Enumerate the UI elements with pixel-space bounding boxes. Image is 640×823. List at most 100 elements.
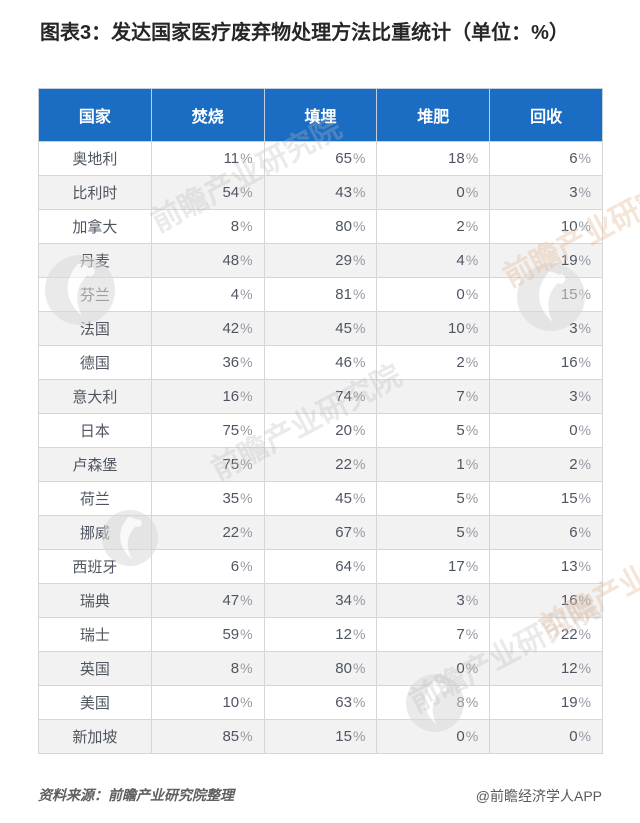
value-cell: 6% (150, 549, 265, 584)
value-cell: 5% (376, 515, 491, 550)
table-row: 英国 8% 80% 0% 12% (38, 651, 603, 686)
table-row: 法国 42% 45% 10% 3% (38, 311, 603, 346)
value-cell: 64% (263, 549, 378, 584)
country-cell: 英国 (38, 651, 152, 686)
value-cell: 3% (489, 311, 603, 346)
value-cell: 22% (150, 515, 265, 550)
value-cell: 10% (376, 311, 491, 346)
table-row: 荷兰 35% 45% 5% 15% (38, 481, 603, 516)
value-cell: 8% (150, 651, 265, 686)
waste-disposal-table: 国家 焚烧 填埋 堆肥 回收 奥地利 11% 65% 18% 6% 比利时 54% 43% 0%… (38, 88, 603, 754)
table-row: 西班牙 6% 64% 17% 13% (38, 549, 603, 584)
value-cell: 0% (489, 413, 603, 448)
value-cell: 22% (263, 447, 378, 482)
table-header: 国家 焚烧 填埋 堆肥 回收 (38, 88, 603, 142)
table-row: 芬兰 4% 81% 0% 15% (38, 277, 603, 312)
value-cell: 15% (489, 481, 603, 516)
value-cell: 80% (263, 209, 378, 244)
value-cell: 42% (150, 311, 265, 346)
header-landfill: 填埋 (263, 88, 378, 142)
value-cell: 85% (150, 719, 265, 754)
table-row: 新加坡 85% 15% 0% 0% (38, 719, 603, 754)
country-cell: 意大利 (38, 379, 152, 414)
value-cell: 15% (489, 277, 603, 312)
country-cell: 日本 (38, 413, 152, 448)
value-cell: 12% (263, 617, 378, 652)
header-recycle: 回收 (489, 88, 603, 142)
value-cell: 35% (150, 481, 265, 516)
value-cell: 5% (376, 481, 491, 516)
table-row: 意大利 16% 74% 7% 3% (38, 379, 603, 414)
value-cell: 19% (489, 243, 603, 278)
table-row: 德国 36% 46% 2% 16% (38, 345, 603, 380)
value-cell: 3% (489, 379, 603, 414)
table-row: 挪威 22% 67% 5% 6% (38, 515, 603, 550)
table-row: 瑞典 47% 34% 3% 16% (38, 583, 603, 618)
value-cell: 0% (376, 175, 491, 210)
country-cell: 西班牙 (38, 549, 152, 584)
header-compost: 堆肥 (376, 88, 491, 142)
value-cell: 2% (489, 447, 603, 482)
country-cell: 美国 (38, 685, 152, 720)
value-cell: 0% (376, 651, 491, 686)
value-cell: 22% (489, 617, 603, 652)
value-cell: 0% (376, 719, 491, 754)
value-cell: 0% (489, 719, 603, 754)
value-cell: 8% (150, 209, 265, 244)
value-cell: 74% (263, 379, 378, 414)
table-row: 加拿大 8% 80% 2% 10% (38, 209, 603, 244)
value-cell: 46% (263, 345, 378, 380)
value-cell: 18% (376, 141, 491, 176)
value-cell: 17% (376, 549, 491, 584)
value-cell: 1% (376, 447, 491, 482)
value-cell: 2% (376, 209, 491, 244)
app-credit: @前瞻经济学人APP (475, 788, 602, 804)
country-cell: 卢森堡 (38, 447, 152, 482)
country-cell: 比利时 (38, 175, 152, 210)
value-cell: 81% (263, 277, 378, 312)
country-cell: 德国 (38, 345, 152, 380)
header-country: 国家 (38, 88, 152, 142)
value-cell: 4% (150, 277, 265, 312)
table-body: 奥地利 11% 65% 18% 6% 比利时 54% 43% 0% 3% 加拿大 8% 80% 2% 10%… (38, 141, 603, 754)
value-cell: 29% (263, 243, 378, 278)
value-cell: 75% (150, 447, 265, 482)
country-cell: 荷兰 (38, 481, 152, 516)
value-cell: 20% (263, 413, 378, 448)
value-cell: 2% (376, 345, 491, 380)
value-cell: 3% (489, 175, 603, 210)
value-cell: 80% (263, 651, 378, 686)
value-cell: 10% (150, 685, 265, 720)
country-cell: 挪威 (38, 515, 152, 550)
country-cell: 加拿大 (38, 209, 152, 244)
value-cell: 13% (489, 549, 603, 584)
value-cell: 34% (263, 583, 378, 618)
value-cell: 7% (376, 617, 491, 652)
value-cell: 0% (376, 277, 491, 312)
country-cell: 法国 (38, 311, 152, 346)
value-cell: 16% (150, 379, 265, 414)
country-cell: 新加坡 (38, 719, 152, 754)
value-cell: 10% (489, 209, 603, 244)
table-row: 日本 75% 20% 5% 0% (38, 413, 603, 448)
value-cell: 63% (263, 685, 378, 720)
table-row: 比利时 54% 43% 0% 3% (38, 175, 603, 210)
data-source-note: 资料来源：前瞻产业研究院整理 (38, 787, 234, 803)
header-row: 国家 焚烧 填埋 堆肥 回收 (38, 88, 603, 142)
table-row: 丹麦 48% 29% 4% 19% (38, 243, 603, 278)
value-cell: 59% (150, 617, 265, 652)
country-cell: 瑞士 (38, 617, 152, 652)
value-cell: 43% (263, 175, 378, 210)
value-cell: 67% (263, 515, 378, 550)
value-cell: 8% (376, 685, 491, 720)
header-incineration: 焚烧 (150, 88, 265, 142)
value-cell: 6% (489, 515, 603, 550)
country-cell: 芬兰 (38, 277, 152, 312)
value-cell: 5% (376, 413, 491, 448)
value-cell: 47% (150, 583, 265, 618)
country-cell: 瑞典 (38, 583, 152, 618)
value-cell: 36% (150, 345, 265, 380)
table-row: 瑞士 59% 12% 7% 22% (38, 617, 603, 652)
value-cell: 15% (263, 719, 378, 754)
value-cell: 19% (489, 685, 603, 720)
